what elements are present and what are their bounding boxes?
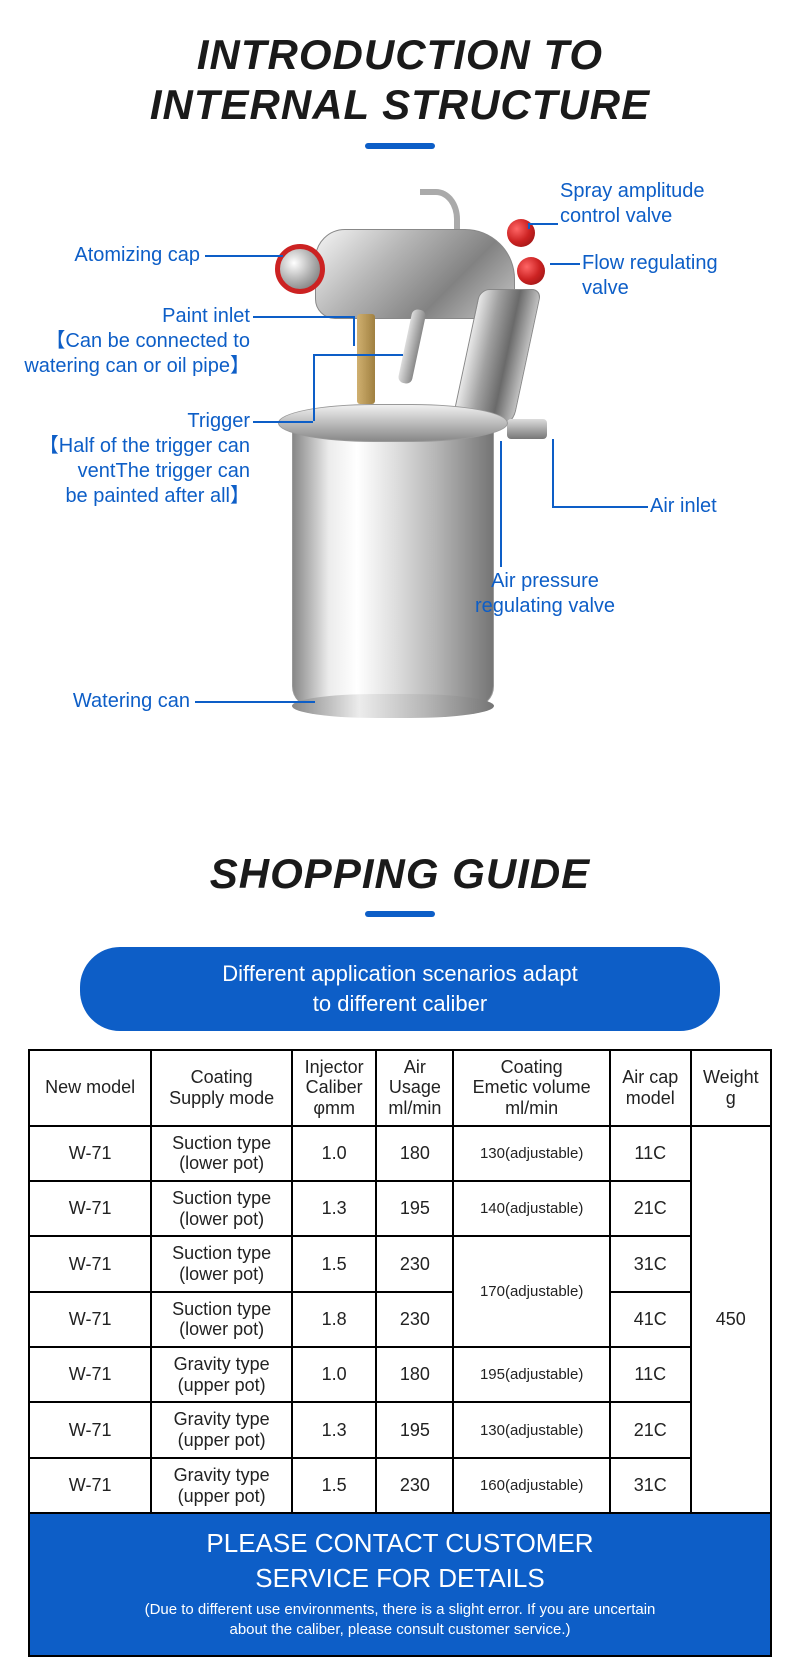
- cell-emetic: 130(adjustable): [453, 1126, 610, 1181]
- intro-title-line2: INTERNAL STRUCTURE: [150, 81, 650, 128]
- label-paint-inlet: Paint inlet 【Can be connected to waterin…: [0, 304, 250, 379]
- cell-supply: Suction type(lower pot): [151, 1181, 292, 1236]
- cell-air: 230: [376, 1292, 453, 1347]
- spec-table: New model Coating Supply mode Injector C…: [28, 1049, 772, 1515]
- cell-caliber: 1.0: [292, 1347, 376, 1402]
- col-coating-supply: Coating Supply mode: [151, 1050, 292, 1126]
- label-spray-amplitude: Spray amplitude control valve: [560, 179, 790, 229]
- cell-caliber: 1.0: [292, 1126, 376, 1181]
- pointer-line: [195, 701, 315, 703]
- cell-caliber: 1.5: [292, 1458, 376, 1513]
- cell-emetic: 160(adjustable): [453, 1458, 610, 1513]
- pointer-line: [253, 316, 353, 318]
- pointer-line: [528, 223, 558, 225]
- pointer-line: [353, 316, 355, 346]
- cell-aircap: 21C: [610, 1181, 691, 1236]
- col-weight: Weight g: [691, 1050, 771, 1126]
- pointer-line: [313, 354, 403, 356]
- cell-air: 230: [376, 1236, 453, 1291]
- cell-caliber: 1.3: [292, 1402, 376, 1457]
- intro-title: INTRODUCTION TO INTERNAL STRUCTURE: [0, 30, 800, 131]
- cell-emetic: 170(adjustable): [453, 1236, 610, 1347]
- col-new-model: New model: [29, 1050, 151, 1126]
- pointer-line: [313, 354, 315, 421]
- table-row: W-71 Suction type(lower pot) 1.3 195 140…: [29, 1181, 771, 1236]
- label-air-inlet: Air inlet: [650, 494, 790, 519]
- col-injector-caliber: Injector Caliber φmm: [292, 1050, 376, 1126]
- pointer-line: [205, 255, 283, 257]
- title-underline: [365, 143, 435, 149]
- cell-air: 195: [376, 1402, 453, 1457]
- cell-aircap: 41C: [610, 1292, 691, 1347]
- cell-supply: Suction type(lower pot): [151, 1236, 292, 1291]
- cell-model: W-71: [29, 1402, 151, 1457]
- footer-banner: PLEASE CONTACT CUSTOMER SERVICE FOR DETA…: [28, 1514, 772, 1657]
- label-atomizing-cap: Atomizing cap: [0, 243, 200, 268]
- shopping-guide-title: SHOPPING GUIDE: [0, 849, 800, 899]
- table-row: W-71 Gravity type(upper pot) 1.3 195 130…: [29, 1402, 771, 1457]
- cell-model: W-71: [29, 1181, 151, 1236]
- cell-aircap: 31C: [610, 1458, 691, 1513]
- cell-caliber: 1.5: [292, 1236, 376, 1291]
- cell-supply: Gravity type(upper pot): [151, 1458, 292, 1513]
- cell-supply: Gravity type(upper pot): [151, 1347, 292, 1402]
- table-row: W-71 Gravity type(upper pot) 1.0 180 195…: [29, 1347, 771, 1402]
- cell-model: W-71: [29, 1236, 151, 1291]
- footer-main-text: PLEASE CONTACT CUSTOMER SERVICE FOR DETA…: [48, 1526, 752, 1596]
- label-air-pressure: Air pressure regulating valve: [435, 569, 655, 619]
- cell-aircap: 31C: [610, 1236, 691, 1291]
- cell-aircap: 21C: [610, 1402, 691, 1457]
- cell-supply: Suction type(lower pot): [151, 1126, 292, 1181]
- cell-air: 195: [376, 1181, 453, 1236]
- cell-emetic: 140(adjustable): [453, 1181, 610, 1236]
- cell-emetic: 195(adjustable): [453, 1347, 610, 1402]
- structure-diagram: Atomizing cap Paint inlet 【Can be connec…: [0, 179, 800, 819]
- cell-weight: 450: [691, 1126, 771, 1514]
- table-row: W-71 Suction type(lower pot) 1.8 230 41C: [29, 1292, 771, 1347]
- watering-can-illustration: [278, 404, 508, 714]
- col-air-cap: Air cap model: [610, 1050, 691, 1126]
- col-air-usage: Air Usage ml/min: [376, 1050, 453, 1126]
- pointer-line: [253, 421, 313, 423]
- cell-model: W-71: [29, 1458, 151, 1513]
- cell-aircap: 11C: [610, 1347, 691, 1402]
- table-row: W-71 Gravity type(upper pot) 1.5 230 160…: [29, 1458, 771, 1513]
- table-header-row: New model Coating Supply mode Injector C…: [29, 1050, 771, 1126]
- table-row: W-71 Suction type(lower pot) 1.5 230 170…: [29, 1236, 771, 1291]
- cell-caliber: 1.3: [292, 1181, 376, 1236]
- cell-supply: Gravity type(upper pot): [151, 1402, 292, 1457]
- cell-model: W-71: [29, 1126, 151, 1181]
- cell-caliber: 1.8: [292, 1292, 376, 1347]
- cell-model: W-71: [29, 1292, 151, 1347]
- pointer-line: [552, 506, 648, 508]
- cell-air: 180: [376, 1347, 453, 1402]
- label-flow-regulating: Flow regulating valve: [582, 251, 792, 301]
- label-watering-can: Watering can: [0, 689, 190, 714]
- application-banner: Different application scenarios adapt to…: [80, 947, 720, 1030]
- cell-supply: Suction type(lower pot): [151, 1292, 292, 1347]
- intro-title-line1: INTRODUCTION TO: [197, 31, 603, 78]
- cell-air: 230: [376, 1458, 453, 1513]
- pointer-line: [552, 439, 554, 506]
- label-trigger: Trigger 【Half of the trigger can ventThe…: [0, 409, 250, 509]
- cell-model: W-71: [29, 1347, 151, 1402]
- pointer-line: [550, 263, 580, 265]
- title-underline: [365, 911, 435, 917]
- cell-emetic: 130(adjustable): [453, 1402, 610, 1457]
- cell-aircap: 11C: [610, 1126, 691, 1181]
- footer-sub-text: (Due to different use environments, ther…: [48, 1600, 752, 1639]
- cell-air: 180: [376, 1126, 453, 1181]
- table-row: W-71 Suction type(lower pot) 1.0 180 130…: [29, 1126, 771, 1181]
- col-emetic-volume: Coating Emetic volume ml/min: [453, 1050, 610, 1126]
- pointer-line: [500, 441, 502, 567]
